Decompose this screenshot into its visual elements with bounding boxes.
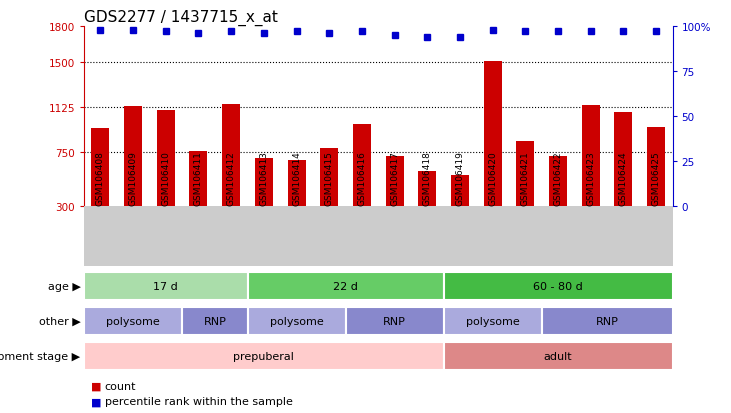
Bar: [444, 342, 673, 370]
Bar: [582, 106, 599, 242]
Bar: [222, 105, 240, 242]
Bar: [248, 272, 444, 300]
Bar: [549, 156, 567, 242]
Bar: [84, 307, 182, 335]
Text: polysome: polysome: [270, 316, 323, 326]
Text: prepuberal: prepuberal: [233, 351, 295, 361]
Text: development stage ▶: development stage ▶: [0, 351, 80, 361]
Bar: [444, 307, 542, 335]
Bar: [157, 111, 175, 242]
Bar: [287, 161, 306, 242]
Bar: [615, 113, 632, 242]
Bar: [255, 159, 273, 242]
Bar: [91, 128, 110, 242]
Bar: [418, 172, 436, 242]
Bar: [248, 307, 346, 335]
Text: GDS2277 / 1437715_x_at: GDS2277 / 1437715_x_at: [84, 9, 278, 26]
Text: RNP: RNP: [203, 316, 227, 326]
Bar: [84, 272, 248, 300]
Text: 17 d: 17 d: [154, 281, 178, 291]
Text: RNP: RNP: [596, 316, 618, 326]
Bar: [451, 176, 469, 242]
Bar: [484, 62, 501, 242]
Bar: [320, 149, 338, 242]
Bar: [542, 307, 673, 335]
Text: polysome: polysome: [106, 316, 160, 326]
Text: age ▶: age ▶: [48, 281, 80, 291]
Bar: [124, 107, 142, 242]
Text: 60 - 80 d: 60 - 80 d: [533, 281, 583, 291]
Text: RNP: RNP: [383, 316, 406, 326]
Bar: [182, 307, 248, 335]
Bar: [84, 342, 444, 370]
Text: adult: adult: [544, 351, 572, 361]
Bar: [386, 156, 404, 242]
Text: ■: ■: [91, 396, 102, 406]
Bar: [444, 272, 673, 300]
Text: other ▶: other ▶: [39, 316, 80, 326]
Text: percentile rank within the sample: percentile rank within the sample: [105, 396, 292, 406]
Bar: [346, 307, 444, 335]
Text: ■: ■: [91, 381, 102, 391]
Text: 22 d: 22 d: [333, 281, 358, 291]
Text: count: count: [105, 381, 136, 391]
Bar: [353, 125, 371, 242]
Text: polysome: polysome: [466, 316, 520, 326]
Bar: [189, 152, 208, 242]
Bar: [516, 142, 534, 242]
Bar: [647, 128, 665, 242]
